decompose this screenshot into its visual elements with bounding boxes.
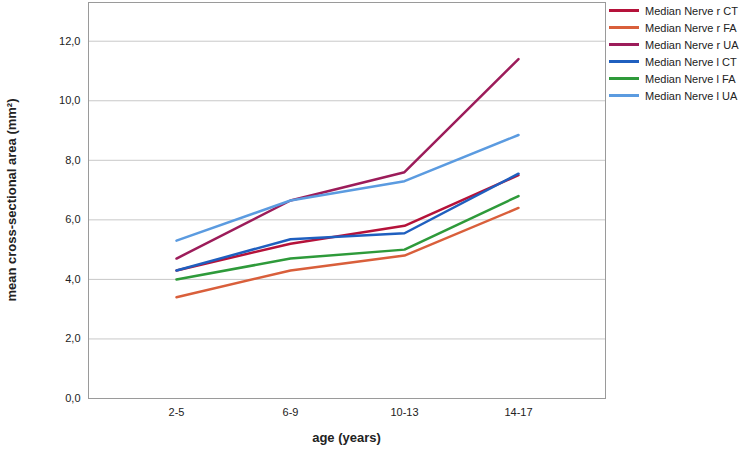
html-text:Median Nerve l CT: Median Nerve l CT <box>645 55 737 68</box>
svg-text:age (years): age (years) <box>312 430 381 445</box>
svg-text:12,0: 12,0 <box>59 35 80 47</box>
svg-text:4,0: 4,0 <box>65 273 80 285</box>
html-text:Median Nerve r FA: Median Nerve r FA <box>645 21 737 34</box>
html-text:Median Nerve l FA: Median Nerve l FA <box>645 72 736 85</box>
html-text:Median Nerve l UA: Median Nerve l UA <box>645 89 738 102</box>
html-text:Median Nerve r CT: Median Nerve r CT <box>645 4 738 17</box>
svg-text:14-17: 14-17 <box>504 406 532 418</box>
svg-text:2-5: 2-5 <box>169 406 185 418</box>
svg-text:10,0: 10,0 <box>59 94 80 106</box>
svg-text:6,0: 6,0 <box>65 213 80 225</box>
html-text:Median Nerve r UA: Median Nerve r UA <box>645 38 739 51</box>
svg-text:6-9: 6-9 <box>283 406 299 418</box>
svg-text:8,0: 8,0 <box>65 154 80 166</box>
svg-text:2,0: 2,0 <box>65 332 80 344</box>
svg-text:10-13: 10-13 <box>390 406 418 418</box>
svg-text:0,0: 0,0 <box>65 392 80 404</box>
svg-text:mean cross-sectional area (mm²: mean cross-sectional area (mm²) <box>4 98 19 301</box>
